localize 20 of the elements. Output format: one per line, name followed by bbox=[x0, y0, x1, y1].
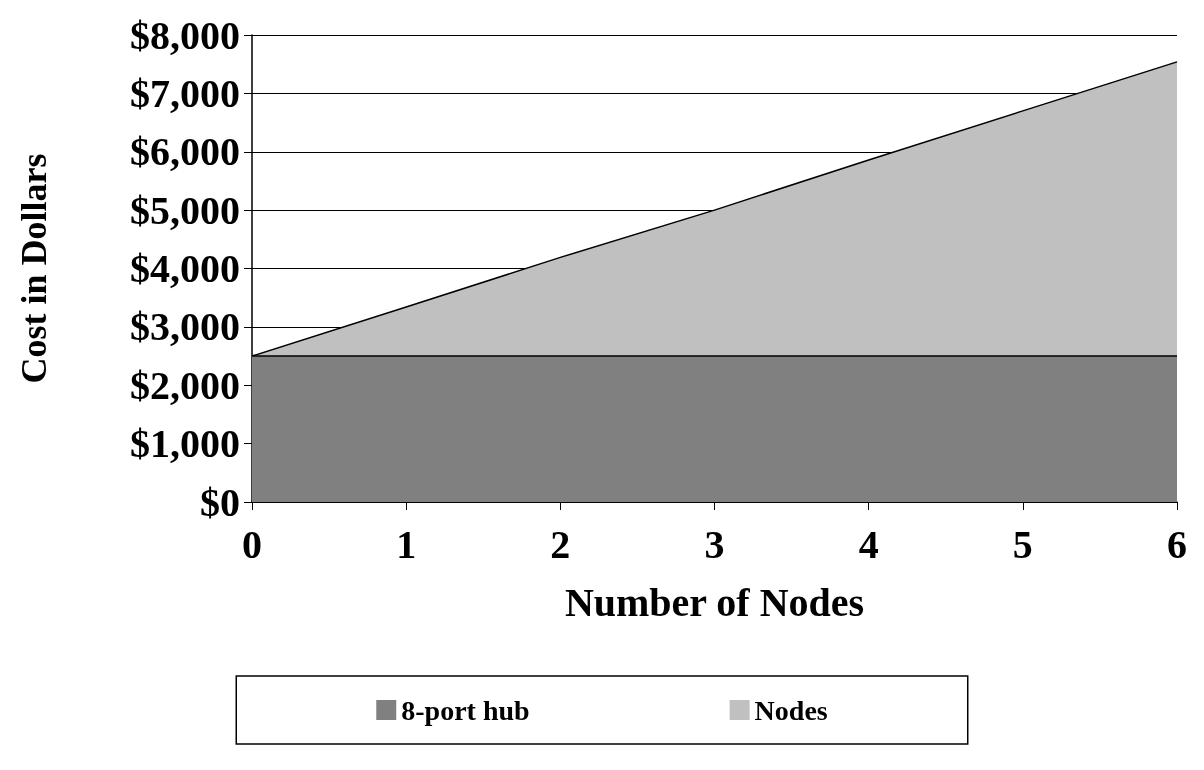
y-tick-label: $1,000 bbox=[130, 421, 240, 467]
x-tick-label: 5 bbox=[1012, 521, 1033, 567]
x-tick-label: 4 bbox=[858, 521, 879, 567]
x-axis-title: Number of Nodes bbox=[564, 579, 865, 625]
y-axis-title: Cost in Dollars bbox=[14, 153, 54, 384]
y-tick-label: $7,000 bbox=[130, 70, 240, 116]
y-tick-label: $2,000 bbox=[130, 362, 240, 408]
x-tick-label: 0 bbox=[242, 521, 262, 567]
y-tick-label: $4,000 bbox=[130, 246, 240, 291]
x-tick-label: 3 bbox=[704, 521, 725, 567]
legend-label: Nodes bbox=[754, 694, 828, 726]
y-tick-label: $8,000 bbox=[130, 12, 240, 58]
y-tick-label: $5,000 bbox=[130, 187, 240, 233]
y-tick-label: $3,000 bbox=[130, 304, 240, 350]
x-tick-label: 6 bbox=[1167, 521, 1187, 567]
x-tick-label: 1 bbox=[396, 521, 417, 567]
y-tick-label: $6,000 bbox=[130, 129, 240, 175]
x-tick-label: 2 bbox=[550, 521, 571, 567]
legend-label: 8-port hub bbox=[401, 694, 530, 726]
y-tick-label: $0 bbox=[200, 479, 240, 525]
